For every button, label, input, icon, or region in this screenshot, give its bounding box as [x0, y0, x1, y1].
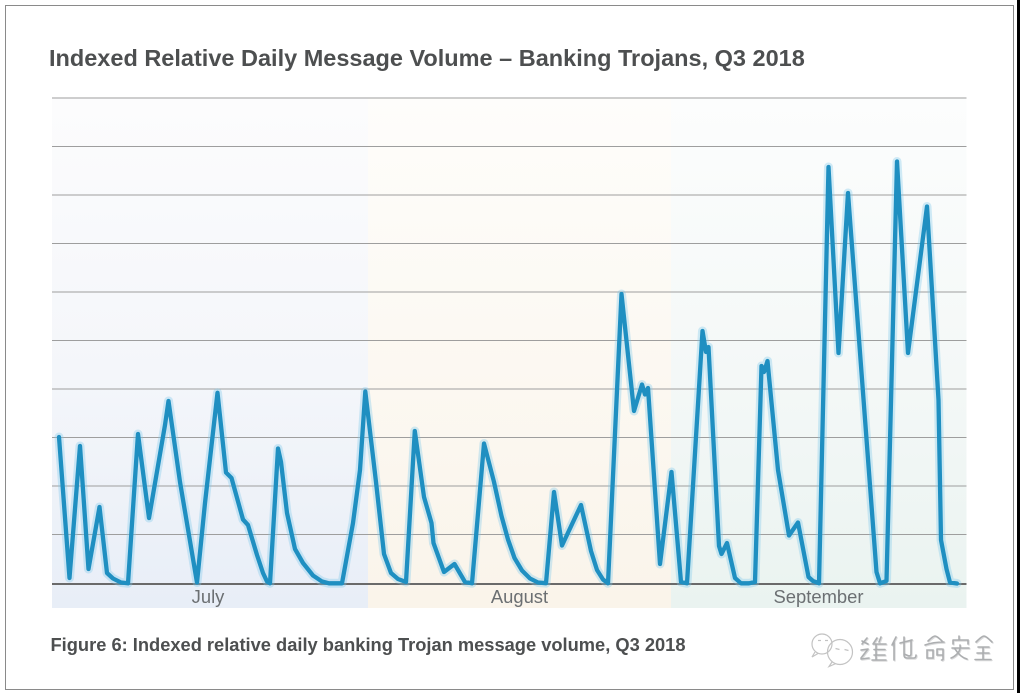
svg-text:August: August [491, 586, 548, 607]
svg-text:July: July [192, 586, 226, 607]
svg-text:September: September [774, 586, 864, 607]
